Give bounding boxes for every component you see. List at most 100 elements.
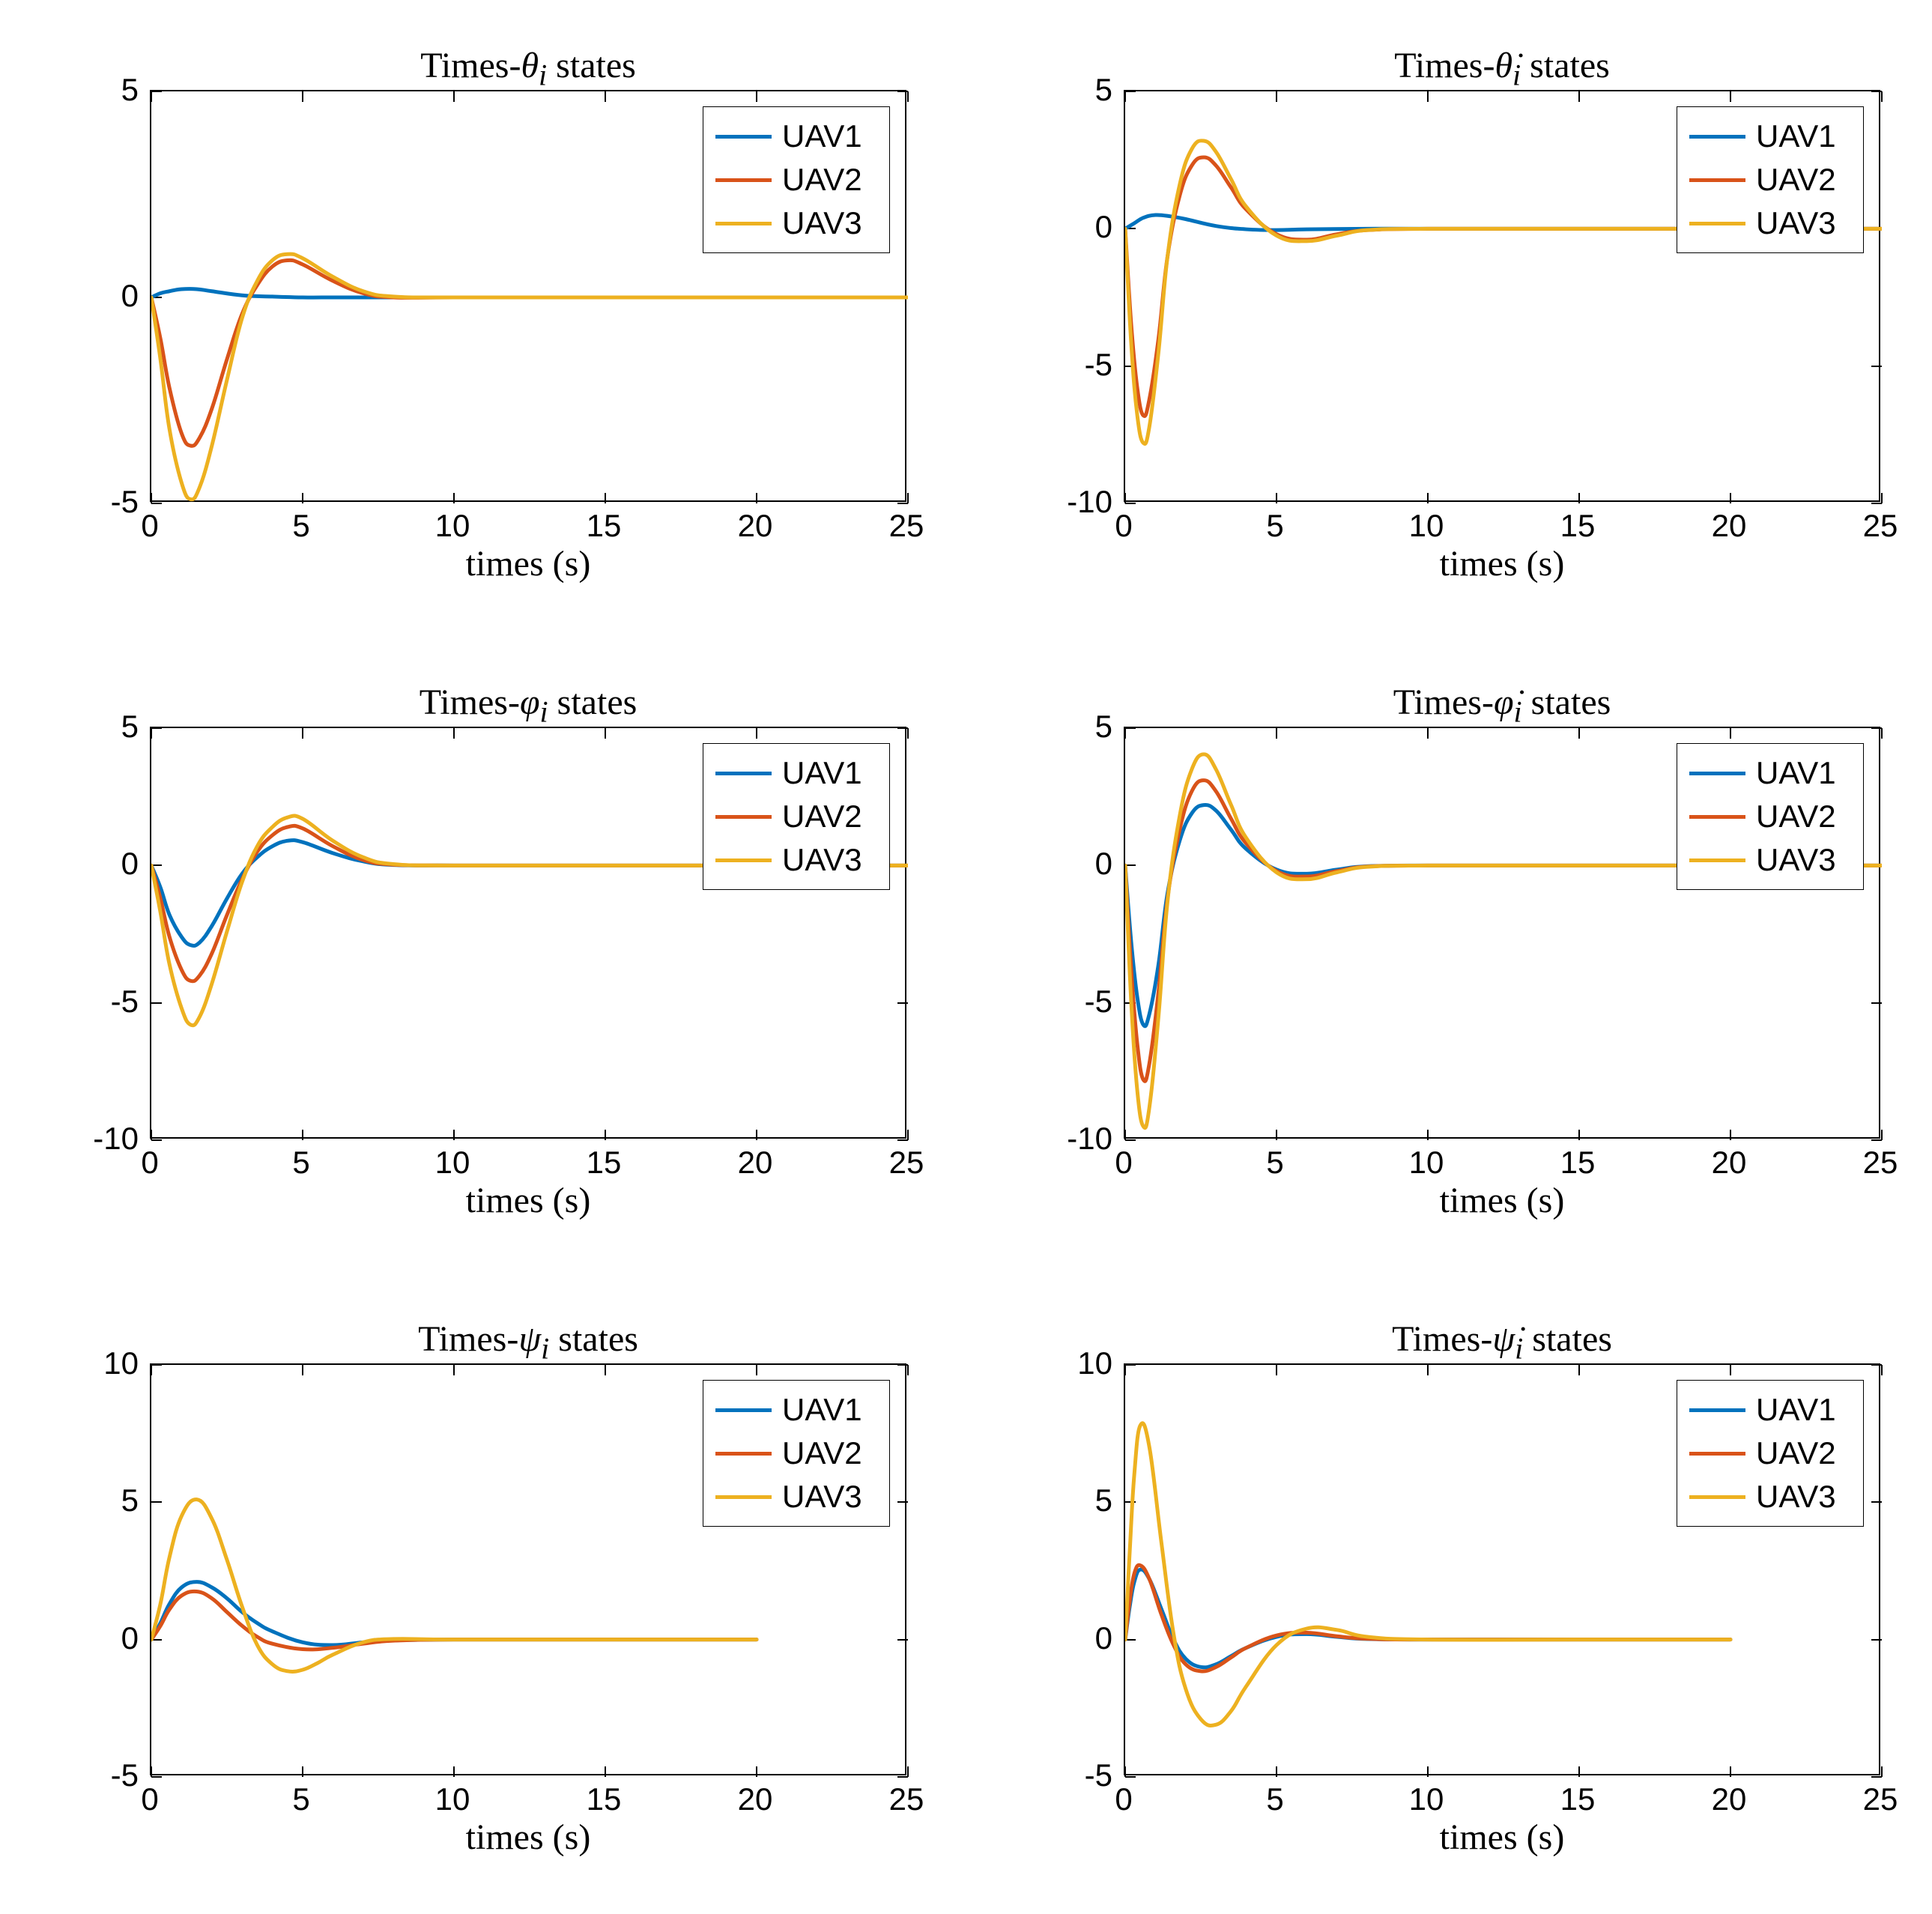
xtick-label: 5: [1266, 1145, 1283, 1181]
legend-label: UAV3: [782, 842, 862, 878]
plot-area: UAV1 UAV2UAV3: [150, 90, 906, 502]
subplot: Times-φi statesUAV1UAV2UAV30510152025-10…: [150, 727, 906, 1139]
xlabel: times (s): [1124, 543, 1880, 584]
legend-item: UAV3: [1689, 202, 1851, 245]
xlabel: times (s): [1124, 1817, 1880, 1858]
legend-swatch: [715, 1452, 772, 1456]
legend-label: UAV2: [782, 799, 862, 835]
xtick-label: 0: [141, 1781, 158, 1817]
legend-swatch: [1689, 135, 1745, 139]
series-line: [1125, 1423, 1730, 1726]
legend-item: UAV1: [715, 115, 877, 158]
legend-swatch: [715, 815, 772, 819]
legend-swatch: [1689, 1408, 1745, 1412]
xtick-label: 0: [141, 508, 158, 544]
xtick-label: 0: [141, 1145, 158, 1181]
ytick-label: -10: [49, 1121, 139, 1157]
figure-root: Times-θi statesUAV1UAV2UAV30510152025-50…: [0, 0, 1932, 1914]
legend-swatch: [1689, 1495, 1745, 1499]
legend: UAV1 UAV2 UAV3: [1677, 1380, 1864, 1527]
legend-swatch: [715, 222, 772, 225]
subplot: Times-θ̇i statesUAV1UAV2UAV30510152025-1…: [1124, 90, 1880, 502]
series-line: [1125, 1565, 1730, 1671]
series-line: [151, 254, 908, 500]
legend-item: UAV1: [715, 751, 877, 795]
ytick-label: -10: [1023, 1121, 1112, 1157]
legend-swatch: [1689, 1452, 1745, 1456]
legend-swatch: [1689, 815, 1745, 819]
legend-item: UAV2: [715, 158, 877, 202]
xtick-label: 25: [889, 508, 924, 544]
xtick-label: 0: [1115, 1781, 1132, 1817]
legend-label: UAV1: [782, 118, 862, 154]
ytick-label: 0: [1023, 209, 1112, 245]
legend-label: UAV2: [1756, 1435, 1836, 1471]
xtick-label: 0: [1115, 508, 1132, 544]
legend-item: UAV3: [1689, 1475, 1851, 1518]
xtick-label: 5: [292, 508, 309, 544]
xtick-label: 15: [587, 1145, 622, 1181]
xtick-label: 10: [1409, 1781, 1444, 1817]
legend-label: UAV1: [1756, 118, 1836, 154]
legend-swatch: [1689, 222, 1745, 225]
xtick-label: 5: [1266, 1781, 1283, 1817]
legend-label: UAV2: [782, 1435, 862, 1471]
ytick-label: -5: [1023, 1757, 1112, 1793]
legend: UAV1 UAV2 UAV3: [1677, 106, 1864, 253]
xtick-label: 20: [738, 508, 773, 544]
ytick-label: 10: [1023, 1345, 1112, 1381]
legend-label: UAV3: [1756, 842, 1836, 878]
legend-label: UAV1: [782, 1392, 862, 1428]
series-line: [151, 260, 908, 446]
ytick-label: 0: [49, 278, 139, 314]
legend-item: UAV1: [715, 1388, 877, 1432]
plot-area: UAV1 UAV2 UAV3: [1124, 90, 1880, 502]
xtick-label: 5: [1266, 508, 1283, 544]
legend-item: UAV2: [715, 1432, 877, 1475]
legend-label: UAV2: [1756, 799, 1836, 835]
legend-swatch: [715, 135, 772, 139]
legend-label: UAV3: [782, 205, 862, 241]
ytick-label: 0: [1023, 846, 1112, 882]
ytick-label: -5: [1023, 984, 1112, 1020]
xlabel: times (s): [150, 1180, 906, 1221]
xtick-label: 5: [292, 1145, 309, 1181]
legend-item: UAV3: [715, 838, 877, 882]
series-line: [1125, 1569, 1730, 1668]
ytick-label: 5: [1023, 72, 1112, 108]
legend: UAV1 UAV2 UAV3: [703, 1380, 890, 1527]
legend-label: UAV1: [1756, 1392, 1836, 1428]
subplot: Times-θi statesUAV1UAV2UAV30510152025-50…: [150, 90, 906, 502]
legend-item: UAV3: [715, 202, 877, 245]
xlabel: times (s): [150, 1817, 906, 1858]
xtick-label: 15: [1560, 1781, 1596, 1817]
legend-item: UAV2: [1689, 1432, 1851, 1475]
legend-label: UAV3: [782, 1479, 862, 1515]
ytick-label: -5: [49, 484, 139, 520]
xtick-label: 25: [1863, 1145, 1898, 1181]
legend-swatch: [715, 1408, 772, 1412]
ytick-label: 5: [1023, 709, 1112, 745]
plot-area: UAV1 UAV2 UAV3: [1124, 1363, 1880, 1775]
legend: UAV1 UAV2UAV3: [703, 106, 890, 253]
legend-item: UAV3: [715, 1475, 877, 1518]
ytick-label: 5: [49, 72, 139, 108]
legend-label: UAV1: [782, 755, 862, 791]
xtick-label: 10: [1409, 508, 1444, 544]
xtick-label: 25: [1863, 1781, 1898, 1817]
xtick-label: 10: [1409, 1145, 1444, 1181]
subplot: Times-φ̇i statesUAV1UAV2UAV30510152025-1…: [1124, 727, 1880, 1139]
xlabel: times (s): [1124, 1180, 1880, 1221]
plot-area: UAV1UAV2UAV3: [1124, 727, 1880, 1139]
xtick-label: 0: [1115, 1145, 1132, 1181]
xtick-label: 25: [1863, 508, 1898, 544]
xtick-label: 15: [587, 508, 622, 544]
ytick-label: -5: [1023, 347, 1112, 383]
xtick-label: 20: [1712, 508, 1747, 544]
ytick-label: -5: [49, 984, 139, 1020]
xtick-label: 20: [1712, 1781, 1747, 1817]
xtick-label: 10: [435, 1781, 470, 1817]
subplot-title: Times-θ̇i states: [1124, 45, 1880, 93]
legend-label: UAV2: [1756, 162, 1836, 198]
subplot: Times-ψi statesUAV1UAV2UAV30510152025-50…: [150, 1363, 906, 1775]
